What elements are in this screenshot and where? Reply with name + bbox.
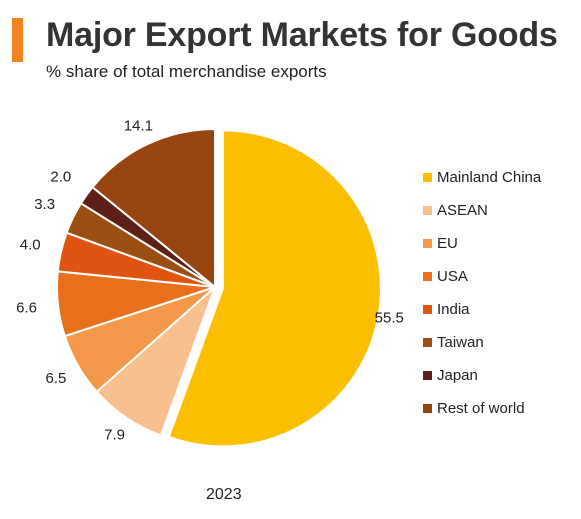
- pie-label-eu: 6.5: [46, 370, 67, 387]
- legend-item-eu: EU: [423, 227, 541, 260]
- title-accent-bar: [12, 18, 23, 62]
- pie-label-japan: 2.0: [50, 169, 71, 186]
- legend-item-mainland-china: Mainland China: [423, 161, 541, 194]
- chart-legend: Mainland China ASEAN EU USA India Taiwan Japan…: [423, 161, 541, 425]
- legend-item-india: India: [423, 293, 541, 326]
- legend-swatch-usa: [423, 272, 432, 281]
- legend-swatch-india: [423, 305, 432, 314]
- pie-slice-rest-of-world: [91, 127, 216, 290]
- pie-label-taiwan: 3.3: [34, 196, 55, 213]
- legend-swatch-eu: [423, 239, 432, 248]
- chart-subtitle: % share of total merchandise exports: [46, 62, 327, 81]
- pie-label-mainland-china: 55.5: [375, 310, 404, 327]
- legend-swatch-japan: [423, 371, 432, 380]
- legend-label-mainland-china: Mainland China: [437, 169, 542, 186]
- pie-label-asean: 7.9: [104, 427, 125, 444]
- legend-item-asean: ASEAN: [423, 194, 541, 227]
- legend-label-eu: EU: [437, 235, 458, 252]
- pie-label-usa: 6.6: [16, 300, 37, 317]
- legend-swatch-asean: [423, 206, 432, 215]
- legend-item-japan: Japan: [423, 359, 541, 392]
- legend-swatch-taiwan: [423, 338, 432, 347]
- pie-label-india: 4.0: [20, 237, 41, 254]
- legend-swatch-mainland-china: [423, 173, 432, 182]
- legend-label-usa: USA: [437, 268, 468, 285]
- pie-slices: [56, 127, 382, 448]
- legend-item-rest-of-world: Rest of world: [423, 392, 541, 425]
- legend-item-usa: USA: [423, 260, 541, 293]
- legend-label-india: India: [437, 301, 470, 318]
- legend-swatch-rest-of-world: [423, 404, 432, 413]
- pie-value-labels: 55.5 7.9 6.5 6.6 4.0 3.3 2.0 14.1: [16, 118, 404, 444]
- legend-item-taiwan: Taiwan: [423, 326, 541, 359]
- pie-label-rest-of-world: 14.1: [124, 118, 153, 135]
- legend-label-rest-of-world: Rest of world: [437, 400, 525, 417]
- chart-title: Major Export Markets for Goods: [46, 16, 558, 54]
- legend-label-taiwan: Taiwan: [437, 334, 484, 351]
- legend-label-japan: Japan: [437, 367, 478, 384]
- legend-label-asean: ASEAN: [437, 202, 488, 219]
- pie-slice-mainland-china: [167, 129, 382, 448]
- chart-year-label: 2023: [206, 486, 242, 503]
